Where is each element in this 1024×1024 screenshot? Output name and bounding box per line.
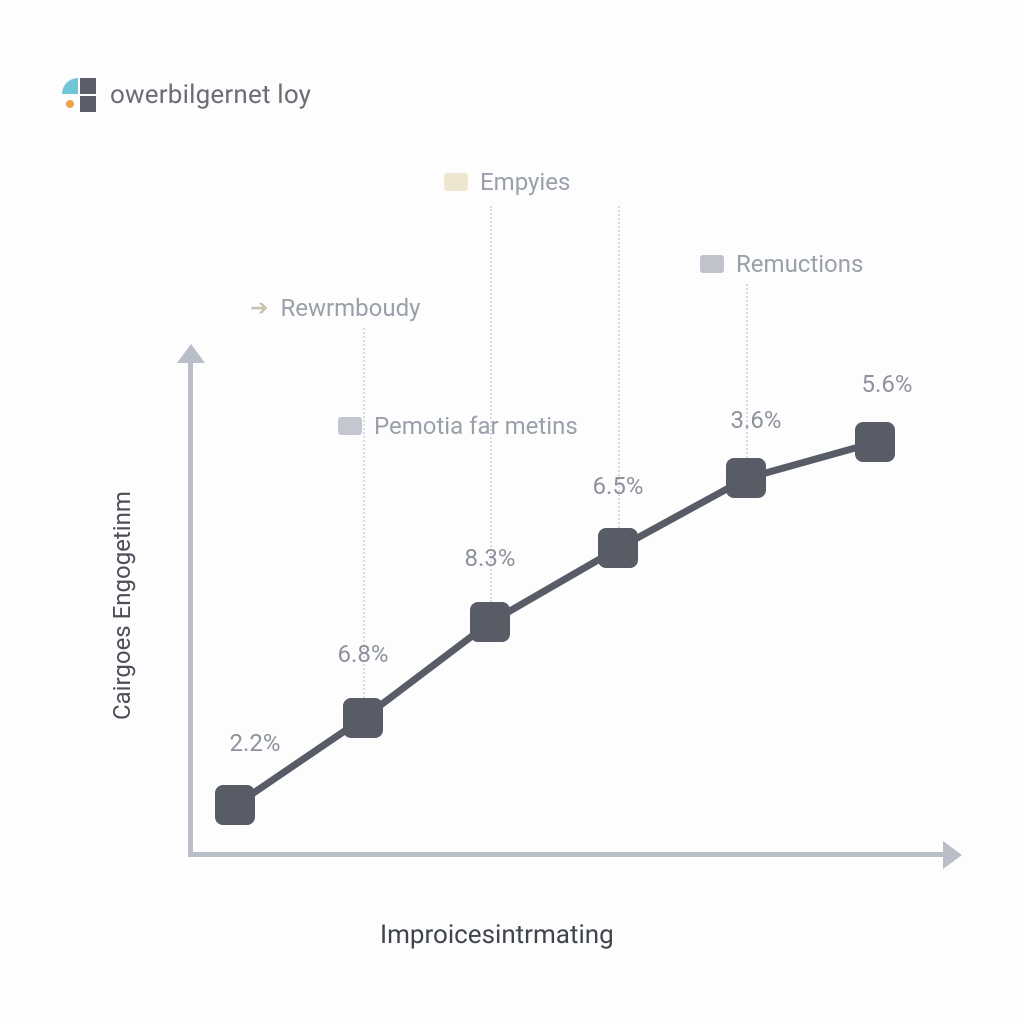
value-label: 8.3%	[465, 544, 516, 572]
legend-label: Rewrmboudy	[280, 294, 420, 322]
legend-item: Remuctions	[700, 250, 863, 278]
legend-item: Empyies	[444, 168, 570, 196]
y-axis-arrow-icon	[177, 344, 205, 363]
x-axis-line	[188, 852, 945, 857]
value-label: 3.6%	[731, 406, 782, 434]
legend-item: Pemotia far metins	[338, 412, 578, 440]
legend-swatch	[338, 417, 362, 435]
legend-swatch	[444, 173, 468, 191]
data-marker	[726, 458, 766, 498]
y-axis-label: Cairgoes Engogetinm	[108, 491, 136, 720]
data-marker	[215, 785, 255, 825]
legend-item: ➔ Rewrmboudy	[250, 294, 420, 322]
data-marker	[598, 528, 638, 568]
legend-label: Pemotia far metins	[374, 412, 578, 440]
x-axis-label: Improicesintrmating	[380, 920, 614, 950]
data-marker	[855, 422, 895, 462]
value-label: 6.5%	[593, 472, 644, 500]
legend-swatch	[700, 255, 724, 273]
brand-text: owerbilgernet loy	[110, 80, 311, 110]
legend-label: Empyies	[480, 168, 570, 196]
guide-line	[490, 206, 492, 602]
data-marker	[470, 602, 510, 642]
data-marker	[343, 698, 383, 738]
legend-label: Remuctions	[736, 250, 863, 278]
value-label: 2.2%	[230, 729, 281, 757]
value-label: 5.6%	[862, 370, 913, 398]
x-axis-arrow-icon	[943, 841, 962, 869]
brand: owerbilgernet loy	[62, 78, 311, 112]
value-label: 6.8%	[338, 640, 389, 668]
arrow-right-icon: ➔	[250, 296, 268, 321]
y-axis-line	[188, 358, 193, 852]
brand-logo-icon	[62, 78, 96, 112]
